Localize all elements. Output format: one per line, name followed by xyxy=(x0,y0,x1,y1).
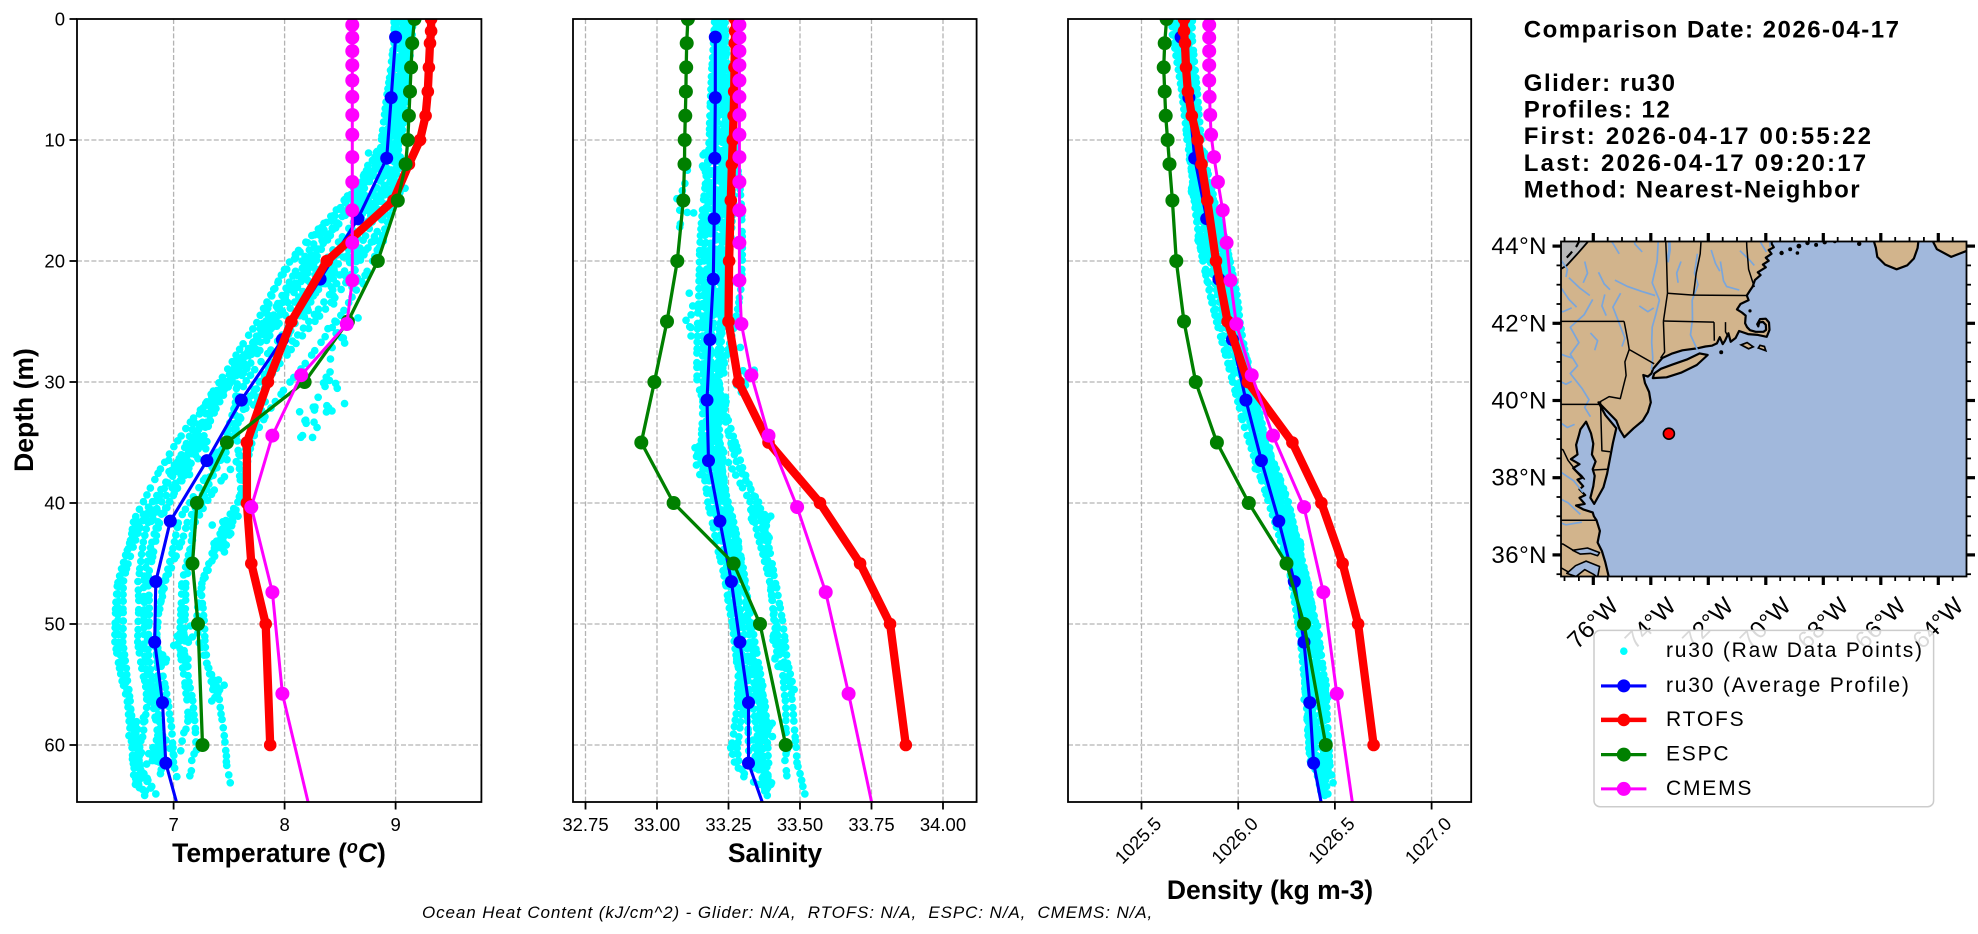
svg-text:RTOFS: RTOFS xyxy=(1666,708,1745,731)
svg-text:32.75: 32.75 xyxy=(562,814,608,835)
svg-text:40: 40 xyxy=(44,493,65,514)
svg-text:7: 7 xyxy=(168,814,178,835)
svg-text:40°N: 40°N xyxy=(1491,388,1547,415)
svg-text:Ocean Heat Content (kJ/cm^2) -: Ocean Heat Content (kJ/cm^2) - Glider: N… xyxy=(422,903,1153,922)
svg-text:Depth (m): Depth (m) xyxy=(9,348,39,472)
svg-text:Comparison Date: 2026-04-17: Comparison Date: 2026-04-17 xyxy=(1524,17,1901,44)
svg-text:36°N: 36°N xyxy=(1491,542,1547,569)
svg-text:ru30 (Raw Data Points): ru30 (Raw Data Points) xyxy=(1666,639,1924,662)
svg-text:34.00: 34.00 xyxy=(920,814,966,835)
svg-text:ESPC: ESPC xyxy=(1666,743,1730,766)
svg-text:20: 20 xyxy=(44,251,65,272)
svg-text:30: 30 xyxy=(44,372,65,393)
svg-text:0: 0 xyxy=(55,9,65,30)
svg-text:60: 60 xyxy=(44,735,65,756)
svg-text:Profiles: 12: Profiles: 12 xyxy=(1524,97,1671,124)
svg-text:Last: 2026-04-17 09:20:17: Last: 2026-04-17 09:20:17 xyxy=(1524,150,1869,177)
svg-text:8: 8 xyxy=(279,814,289,835)
svg-text:33.75: 33.75 xyxy=(848,814,894,835)
svg-text:33.00: 33.00 xyxy=(634,814,680,835)
svg-text:ru30 (Average Profile): ru30 (Average Profile) xyxy=(1666,674,1911,697)
svg-text:Density (kg m-3): Density (kg m-3) xyxy=(1167,875,1373,905)
svg-text:Glider: ru30: Glider: ru30 xyxy=(1524,70,1677,97)
svg-text:33.25: 33.25 xyxy=(705,814,751,835)
svg-text:Salinity: Salinity xyxy=(728,838,823,868)
svg-text:CMEMS: CMEMS xyxy=(1666,777,1753,800)
svg-text:38°N: 38°N xyxy=(1491,465,1547,492)
svg-text:44°N: 44°N xyxy=(1491,233,1547,260)
svg-text:50: 50 xyxy=(44,614,65,635)
svg-text:First: 2026-04-17 00:55:22: First: 2026-04-17 00:55:22 xyxy=(1524,123,1873,150)
svg-text:9: 9 xyxy=(390,814,400,835)
svg-text:Method: Nearest-Neighbor: Method: Nearest-Neighbor xyxy=(1524,177,1861,204)
svg-text:10: 10 xyxy=(44,130,65,151)
svg-text:33.50: 33.50 xyxy=(777,814,823,835)
svg-text:42°N: 42°N xyxy=(1491,310,1547,337)
